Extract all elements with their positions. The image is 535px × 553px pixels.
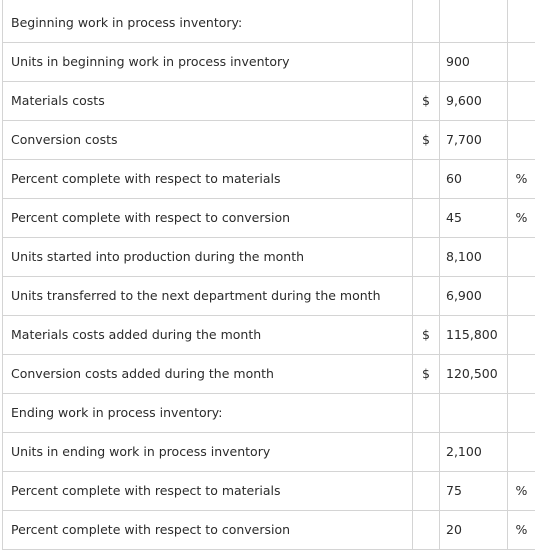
empty-cell	[413, 4, 440, 43]
cell-currency: $	[413, 121, 440, 160]
cell-unit: %	[508, 160, 535, 199]
cell-currency: $	[413, 82, 440, 121]
empty-cell	[440, 4, 508, 43]
empty-cell	[508, 82, 535, 121]
cell-label: Materials costs added during the month	[2, 316, 413, 355]
cell-value: 900	[440, 43, 508, 82]
empty-cell	[508, 238, 535, 277]
empty-cell	[440, 394, 508, 433]
empty-cell	[508, 121, 535, 160]
column-rule	[412, 0, 413, 4]
empty-cell	[413, 160, 440, 199]
cell-label: Conversion costs added during the month	[2, 355, 413, 394]
cell-value: 75	[440, 472, 508, 511]
cell-label: Percent complete with respect to materia…	[2, 472, 413, 511]
cell-label: Units in ending work in process inventor…	[2, 433, 413, 472]
cell-value: 7,700	[440, 121, 508, 160]
cell-label: Units transferred to the next department…	[2, 277, 413, 316]
cell-currency: $	[413, 355, 440, 394]
empty-cell	[413, 238, 440, 277]
cell-value: 9,600	[440, 82, 508, 121]
cell-value: 120,500	[440, 355, 508, 394]
empty-cell	[413, 394, 440, 433]
cell-value: 6,900	[440, 277, 508, 316]
empty-cell	[413, 277, 440, 316]
cell-currency: $	[413, 316, 440, 355]
cell-label: Beginning work in process inventory:	[2, 4, 413, 43]
empty-cell	[413, 433, 440, 472]
empty-cell	[508, 394, 535, 433]
cell-label: Percent complete with respect to convers…	[2, 511, 413, 550]
empty-cell	[508, 355, 535, 394]
cell-label: Ending work in process inventory:	[2, 394, 413, 433]
cell-label: Materials costs	[2, 82, 413, 121]
empty-cell	[508, 43, 535, 82]
cell-label: Percent complete with respect to convers…	[2, 199, 413, 238]
cell-value: 8,100	[440, 238, 508, 277]
cell-value: 2,100	[440, 433, 508, 472]
empty-cell	[413, 43, 440, 82]
cell-unit: %	[508, 472, 535, 511]
column-rule	[439, 0, 440, 4]
empty-cell	[413, 472, 440, 511]
empty-cell	[508, 277, 535, 316]
empty-cell	[508, 316, 535, 355]
cell-value: 45	[440, 199, 508, 238]
empty-cell	[508, 433, 535, 472]
cell-label: Units in beginning work in process inven…	[2, 43, 413, 82]
cell-label: Conversion costs	[2, 121, 413, 160]
cell-label: Percent complete with respect to materia…	[2, 160, 413, 199]
cell-unit: %	[508, 199, 535, 238]
column-rule	[507, 0, 508, 4]
empty-cell	[508, 4, 535, 43]
cell-value: 20	[440, 511, 508, 550]
cell-value: 115,800	[440, 316, 508, 355]
cell-unit: %	[508, 511, 535, 550]
empty-cell	[413, 199, 440, 238]
table-top	[2, 0, 535, 4]
cell-label: Units started into production during the…	[2, 238, 413, 277]
cell-value: 60	[440, 160, 508, 199]
empty-cell	[413, 511, 440, 550]
